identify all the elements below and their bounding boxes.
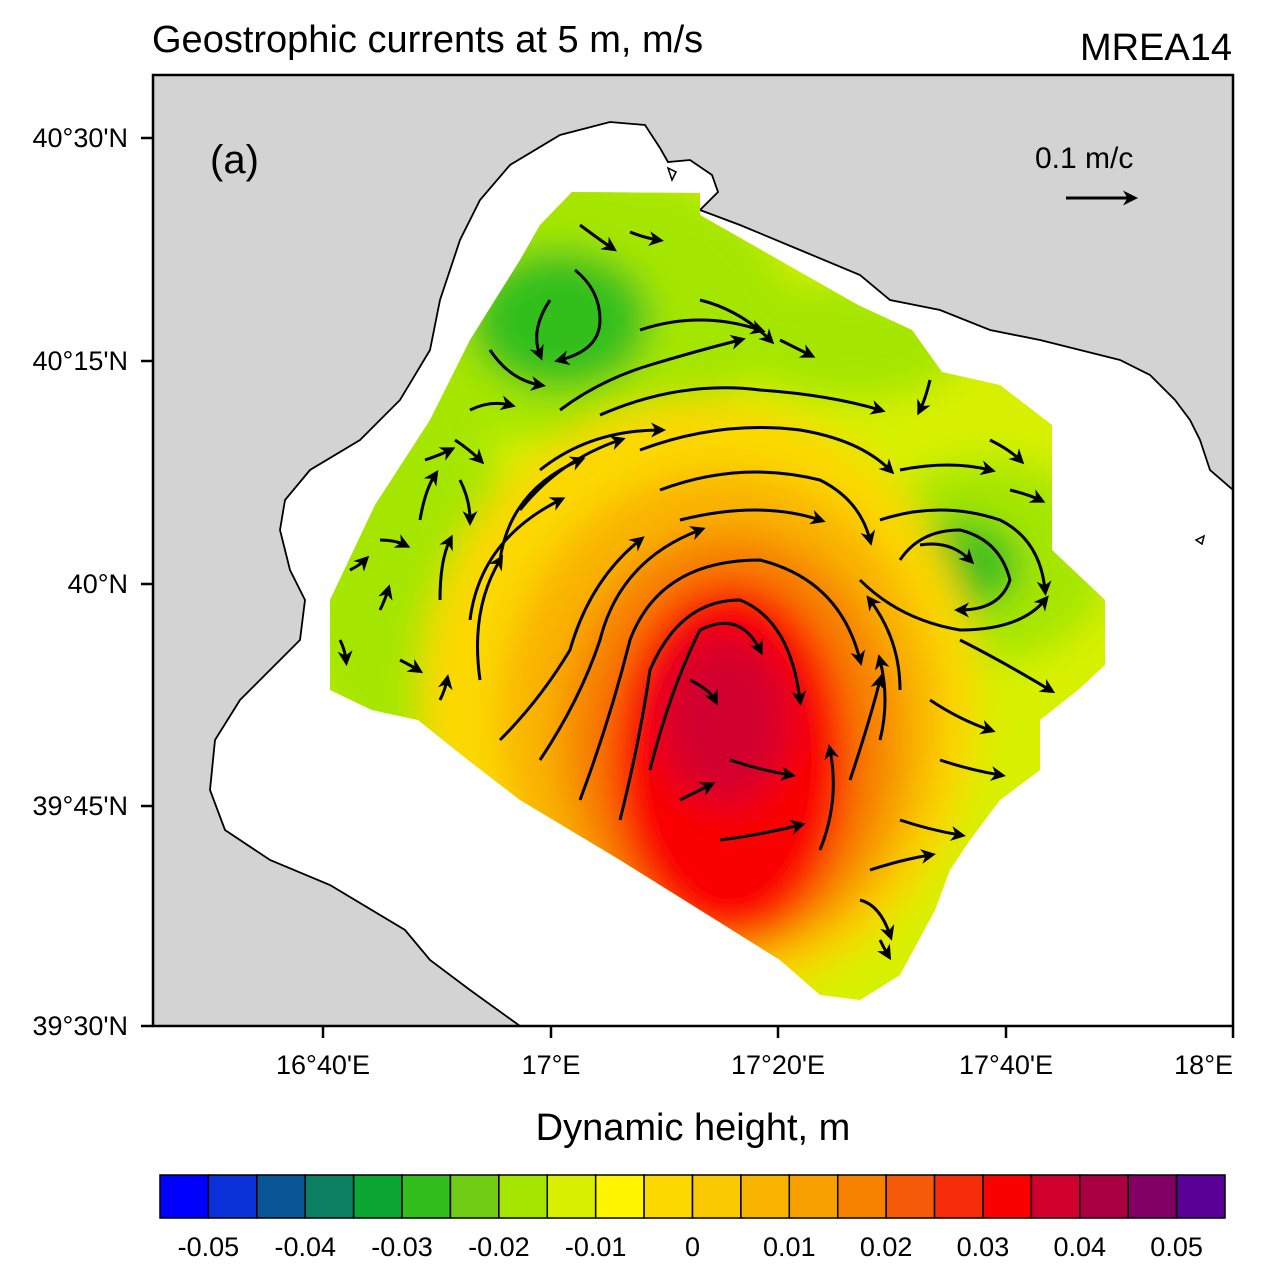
lon-tick-label: 17°20'E: [731, 1050, 825, 1080]
lon-tick-label: 18°E: [1174, 1050, 1233, 1080]
colorbar-box: [788, 1174, 839, 1219]
panel-label: (a): [210, 138, 259, 182]
colorbar-box: [449, 1174, 500, 1219]
map-plot: (a) 0.1 m/c: [153, 75, 1233, 1026]
colorbar-box: [159, 1174, 210, 1219]
colorbar-box: [691, 1174, 742, 1219]
scale-vector-label: 0.1 m/c: [1035, 142, 1133, 175]
colorbar-box: [933, 1174, 984, 1219]
colorbar-box: [1175, 1174, 1226, 1219]
colorbar-box: [546, 1174, 597, 1219]
colorbar-tick-labels: -0.05 -0.04 -0.03 -0.02 -0.01 0 0.01 0.02 0.03 0.…: [178, 1232, 1203, 1262]
lon-tick-label: 17°E: [522, 1050, 581, 1080]
colorbar-tick-label: -0.01: [565, 1232, 627, 1262]
colorbar-tick-label: 0.02: [860, 1232, 913, 1262]
colorbar-box: [401, 1174, 452, 1219]
colorbar-title: Dynamic height, m: [536, 1107, 851, 1149]
colorbar-box: [304, 1174, 355, 1219]
coastline-detail: [666, 166, 1206, 546]
colorbar-box: [885, 1174, 936, 1219]
colorbar-tick-label: 0.05: [1150, 1232, 1203, 1262]
colorbar-tick-label: -0.03: [371, 1232, 433, 1262]
lon-tick-label: 17°40'E: [959, 1050, 1053, 1080]
colorbar-tick-label: -0.05: [178, 1232, 240, 1262]
lat-tick-label: 40°N: [68, 569, 128, 599]
colorbar-box: [256, 1174, 306, 1219]
colorbar-box: [982, 1174, 1033, 1219]
colorbar-tick-label: 0.03: [957, 1232, 1010, 1262]
colorbar-box: [594, 1174, 645, 1219]
colorbar-box: [498, 1174, 549, 1219]
lat-tick-label: 40°15'N: [32, 346, 128, 376]
colorbar-box: [1127, 1174, 1178, 1219]
colorbar-box: [836, 1174, 887, 1219]
colorbar-box: [207, 1174, 258, 1219]
colorbar: [159, 1174, 1226, 1219]
colorbar-tick-label: -0.04: [274, 1232, 336, 1262]
colorbar-tick-label: 0: [685, 1232, 700, 1262]
current-vectors: [337, 223, 1056, 961]
colorbar-box: [740, 1174, 791, 1219]
colorbar-box: [643, 1174, 694, 1219]
colorbar-tick-label: 0.04: [1053, 1232, 1106, 1262]
colorbar-tick-label: -0.02: [468, 1232, 530, 1262]
lon-tick-label: 16°40'E: [276, 1050, 370, 1080]
lon-axis: [321, 1026, 1235, 1038]
chart-title: Geostrophic currents at 5 m, m/s: [152, 19, 703, 61]
colorbar-box: [1079, 1174, 1129, 1219]
lat-tick-label: 40°30'N: [32, 123, 128, 153]
experiment-label: MREA14: [1080, 27, 1232, 69]
lat-tick-label: 39°45'N: [32, 791, 128, 821]
plot-frame: [151, 73, 1235, 1028]
colorbar-box: [352, 1174, 403, 1219]
lat-axis: [141, 136, 153, 1028]
colorbar-box: [1030, 1174, 1081, 1219]
lat-tick-label: 39°30'N: [32, 1011, 128, 1041]
colorbar-tick-label: 0.01: [763, 1232, 816, 1262]
